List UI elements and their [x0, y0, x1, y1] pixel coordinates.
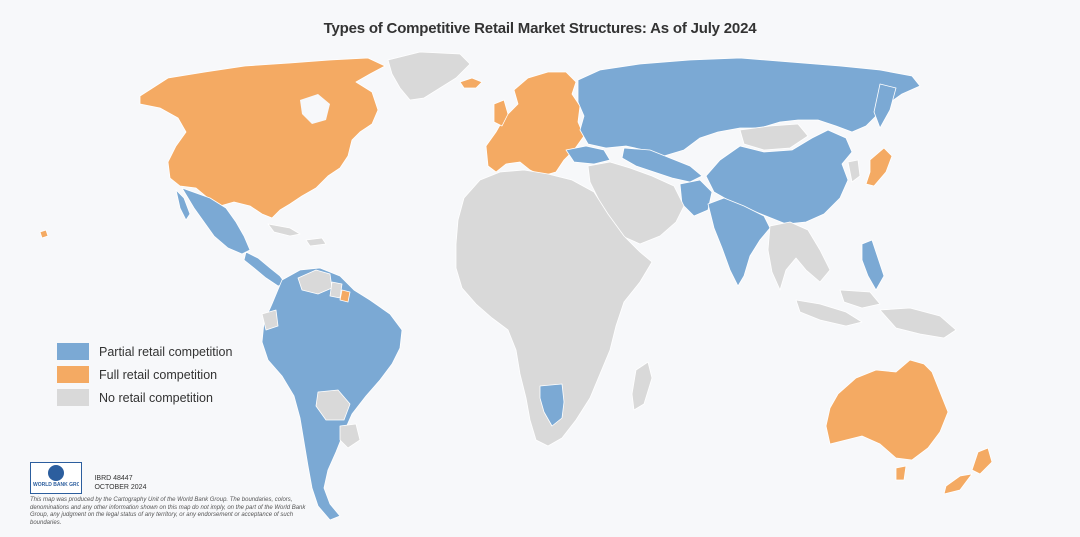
region-japan[interactable] [865, 147, 893, 187]
map-disclaimer: This map was produced by the Cartography… [30, 497, 306, 526]
map-legend: Partial retail competition Full retail c… [57, 340, 232, 409]
region-australia[interactable] [825, 359, 949, 461]
region-north-america[interactable] [139, 57, 386, 219]
region-namibia[interactable] [539, 383, 565, 427]
region-caribbean[interactable] [267, 223, 327, 247]
region-mongolia[interactable] [739, 123, 809, 151]
legend-label-full: Full retail competition [99, 367, 218, 382]
globe-icon [48, 465, 64, 481]
legend-swatch-full [57, 366, 89, 383]
region-new-zealand[interactable] [943, 447, 993, 495]
region-africa[interactable] [455, 169, 653, 447]
region-tasmania[interactable] [895, 465, 907, 481]
legend-item-full: Full retail competition [57, 363, 232, 386]
map-id: IBRD 48447 [94, 475, 133, 482]
region-guyanas[interactable] [329, 281, 343, 299]
legend-item-partial: Partial retail competition [57, 340, 232, 363]
region-ecuador[interactable] [261, 309, 279, 331]
region-europe[interactable] [485, 71, 585, 177]
region-french-guiana[interactable] [339, 289, 351, 303]
logo-text: WORLD BANK GROUP [33, 482, 79, 488]
map-title: Types of Competitive Retail Market Struc… [323, 20, 757, 37]
region-bolivia[interactable] [315, 389, 351, 421]
region-baja[interactable] [175, 189, 191, 221]
region-southeast-asia[interactable] [767, 221, 831, 291]
legend-label-none: No retail competition [99, 390, 213, 405]
legend-swatch-partial [57, 343, 89, 360]
legend-item-none: No retail competition [57, 386, 232, 409]
legend-swatch-none [57, 389, 89, 406]
map-date: OCTOBER 2024 [94, 484, 147, 491]
region-kamchatka[interactable] [873, 83, 897, 129]
region-hawaii[interactable] [39, 229, 49, 239]
region-iceland[interactable] [459, 77, 483, 89]
region-central-america[interactable] [243, 251, 287, 287]
region-indonesia[interactable] [795, 289, 957, 339]
region-russia[interactable] [577, 57, 921, 157]
region-greenland[interactable] [387, 51, 471, 101]
region-uk[interactable] [493, 99, 509, 127]
map-reference: IBRD 48447 OCTOBER 2024 [94, 474, 146, 492]
map-credits: WORLD BANK GROUP IBRD 48447 OCTOBER 2024… [30, 462, 320, 527]
world-bank-logo: WORLD BANK GROUP [30, 462, 82, 494]
region-philippines[interactable] [861, 239, 885, 291]
region-india[interactable] [707, 197, 771, 287]
region-paraguay[interactable] [339, 423, 361, 449]
region-madagascar[interactable] [631, 361, 653, 411]
region-pakistan[interactable] [679, 179, 713, 217]
legend-label-partial: Partial retail competition [99, 344, 233, 359]
region-korea[interactable] [847, 159, 861, 183]
region-turkey[interactable] [565, 145, 611, 165]
